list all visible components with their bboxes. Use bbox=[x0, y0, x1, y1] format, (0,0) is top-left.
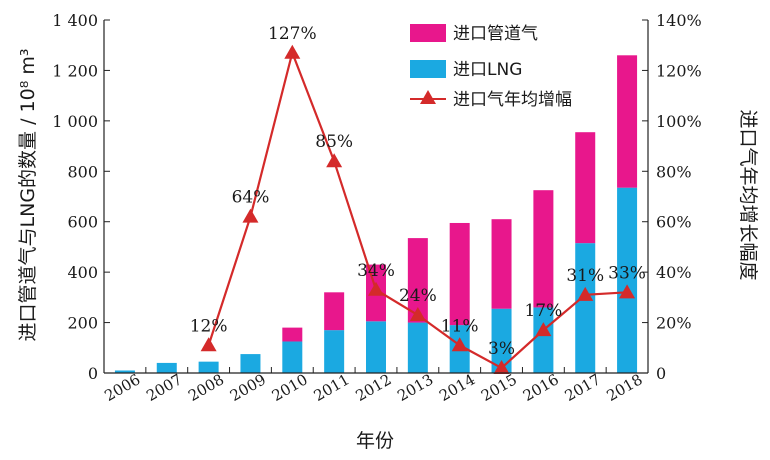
y2-tick-label: 20% bbox=[656, 314, 692, 333]
legend-swatch-growth-marker bbox=[420, 90, 436, 104]
bar-lng-2015 bbox=[491, 308, 512, 373]
bar-lng-2018 bbox=[617, 187, 638, 373]
bar-lng-2011 bbox=[324, 330, 345, 373]
bar-pipeline-2017 bbox=[575, 132, 596, 244]
growth-marker-2014 bbox=[451, 337, 468, 352]
growth-marker-2009 bbox=[242, 208, 259, 223]
y-axis-title: 进口管道气与LNG的数量 / 10⁸ m³ bbox=[17, 49, 39, 342]
data-label-2014: 11% bbox=[441, 316, 479, 336]
data-label-2009: 64% bbox=[232, 188, 270, 208]
data-label-2017: 31% bbox=[566, 266, 604, 286]
data-label-2016: 17% bbox=[524, 301, 562, 321]
legend: 进口管道气 进口LNG 进口气年均增幅 bbox=[410, 24, 572, 110]
y2-axis-title: 进口气年均增长幅度 bbox=[737, 109, 759, 280]
bar-pipeline-2016 bbox=[533, 190, 554, 308]
y-tick-label: 400 bbox=[67, 263, 98, 282]
y2-tick-label: 60% bbox=[656, 213, 692, 232]
x-tick-label-2017: 2017 bbox=[562, 370, 604, 405]
line-layer bbox=[200, 44, 636, 374]
bar-lng-2012 bbox=[366, 321, 386, 373]
x-tick-label-2014: 2014 bbox=[436, 370, 478, 405]
bar-pipeline-2015 bbox=[491, 219, 512, 309]
y-tick-label: 800 bbox=[67, 162, 98, 181]
y2-tick-label: 80% bbox=[656, 162, 692, 181]
y2-tick-label: 40% bbox=[656, 263, 692, 282]
growth-marker-2011 bbox=[326, 153, 343, 168]
bar-lng-2016 bbox=[533, 307, 554, 373]
y2-tick-label: 140% bbox=[656, 11, 702, 30]
x-tick-label-2015: 2015 bbox=[478, 370, 520, 405]
y-tick-label: 600 bbox=[67, 213, 98, 232]
growth-marker-2016 bbox=[535, 322, 552, 337]
data-label-2018: 33% bbox=[608, 263, 646, 283]
data-label-2010: 127% bbox=[268, 24, 317, 44]
legend-swatch-lng bbox=[410, 60, 446, 78]
x-tick-label-2010: 2010 bbox=[269, 370, 311, 405]
growth-marker-2012 bbox=[368, 281, 384, 296]
bar-lng-2013 bbox=[407, 322, 428, 373]
x-tick-label-2008: 2008 bbox=[185, 370, 227, 405]
x-tick-label-2011: 2011 bbox=[311, 370, 353, 405]
y2-tick-label: 120% bbox=[656, 61, 702, 80]
y-tick-label: 0 bbox=[88, 364, 98, 383]
bar-lng-2008 bbox=[198, 361, 219, 373]
bar-lng-2007 bbox=[156, 362, 177, 373]
x-tick-label-2013: 2013 bbox=[394, 370, 436, 405]
bar-pipeline-2013 bbox=[407, 238, 428, 323]
growth-marker-2018 bbox=[619, 284, 636, 299]
x-tick-label-2006: 2006 bbox=[101, 370, 143, 405]
legend-label-growth: 进口气年均增幅 bbox=[453, 90, 572, 110]
data-label-2015: 3% bbox=[488, 339, 515, 359]
growth-marker-2015 bbox=[493, 359, 510, 374]
bar-lng-2009 bbox=[240, 354, 261, 373]
bar-lng-2010 bbox=[282, 341, 303, 373]
y2-tick-label: 100% bbox=[656, 112, 702, 131]
x-axis-title: 年份 bbox=[356, 430, 394, 452]
bar-pipeline-2010 bbox=[282, 327, 303, 342]
bar-lng-2006 bbox=[114, 370, 135, 373]
bar-pipeline-2011 bbox=[324, 292, 345, 331]
y2-tick-label: 0 bbox=[656, 364, 666, 383]
growth-marker-2008 bbox=[200, 337, 217, 352]
data-label-2008: 12% bbox=[190, 316, 228, 336]
legend-label-pipeline: 进口管道气 bbox=[453, 24, 538, 44]
bar-pipeline-2014 bbox=[449, 222, 470, 326]
y-tick-label: 1 200 bbox=[52, 61, 98, 80]
x-tick-label-2018: 2018 bbox=[604, 370, 646, 405]
y-tick-label: 200 bbox=[67, 314, 98, 333]
labels-layer: 12% 64% 127% 85% 34%24%11% 3% 17%31% 33% bbox=[190, 24, 646, 359]
data-label-2013: 24% bbox=[399, 286, 437, 306]
growth-marker-2017 bbox=[577, 286, 594, 301]
x-tick-label-2012: 2012 bbox=[352, 370, 394, 405]
bar-lng-2017 bbox=[575, 243, 596, 373]
x-tick-label-2016: 2016 bbox=[520, 370, 562, 405]
x-tick-label-2009: 2009 bbox=[227, 370, 269, 405]
legend-swatch-pipeline bbox=[410, 24, 446, 42]
y-tick-label: 1 000 bbox=[52, 112, 98, 131]
data-label-2012: 34% bbox=[357, 261, 395, 281]
x-tick-label-2007: 2007 bbox=[143, 370, 185, 405]
growth-marker-2013 bbox=[409, 307, 426, 322]
y-tick-label: 1 400 bbox=[52, 11, 98, 30]
bar-pipeline-2018 bbox=[617, 55, 638, 188]
data-label-2011: 85% bbox=[315, 132, 353, 152]
growth-marker-2010 bbox=[284, 44, 301, 59]
legend-label-lng: 进口LNG bbox=[453, 60, 522, 80]
